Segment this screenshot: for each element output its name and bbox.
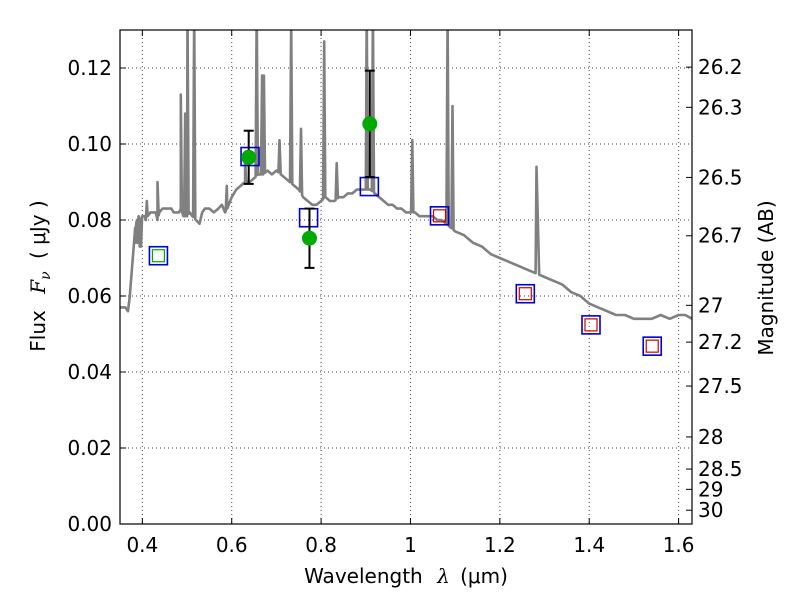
y-tick-label: 0.10 bbox=[67, 132, 112, 156]
measured-point bbox=[241, 149, 257, 165]
inner-box-red bbox=[645, 339, 659, 353]
y2-tick-label: 28 bbox=[698, 425, 723, 449]
ticks-layer: 0.4 0.6 0.8 1 1.2 1.4 1.6 0.00 0.02 0.04 0.06 0.08 0… bbox=[67, 30, 743, 557]
x-tick-label: 0.6 bbox=[216, 533, 248, 557]
y-axis-label: Flux Fν ( μJy ) bbox=[26, 200, 55, 351]
measured-point bbox=[301, 230, 317, 246]
y-tick-label: 0.04 bbox=[67, 360, 112, 384]
x-tick-label: 1.4 bbox=[573, 533, 605, 557]
y-tick-label: 0.06 bbox=[67, 284, 112, 308]
x-tick-label: 0.8 bbox=[305, 533, 337, 557]
x-axis-label: Wavelength λ (μm) bbox=[304, 564, 508, 588]
grid bbox=[120, 30, 692, 525]
inner-box-red bbox=[432, 209, 447, 223]
inner-box-green bbox=[151, 249, 166, 263]
points-layer bbox=[148, 69, 663, 356]
model-box bbox=[515, 283, 536, 304]
x-tick-label: 1 bbox=[404, 533, 417, 557]
y2-tick-label: 27.5 bbox=[698, 374, 743, 398]
model-box bbox=[581, 315, 601, 335]
y2-tick-label: 28.5 bbox=[698, 457, 743, 481]
y2-axis-label: Magnitude (AB) bbox=[754, 200, 778, 355]
inner-box-red bbox=[584, 318, 598, 332]
y-tick-label: 0.08 bbox=[67, 208, 112, 232]
x-tick-label: 0.4 bbox=[126, 533, 158, 557]
y-tick-label: 0.02 bbox=[67, 436, 112, 460]
model-box bbox=[240, 146, 260, 167]
measured-point bbox=[362, 116, 378, 132]
y-tick-label: 0.12 bbox=[67, 56, 112, 80]
x-tick-label: 1.6 bbox=[663, 533, 695, 557]
y2-tick-label: 26.5 bbox=[698, 165, 743, 189]
model-box bbox=[429, 206, 450, 226]
labels-layer: Wavelength λ (μm) Flux Fν ( μJy ) Magnit… bbox=[26, 200, 778, 588]
plot-frame bbox=[119, 29, 693, 525]
y2-tick-label: 27.2 bbox=[698, 330, 743, 354]
spectrum-line bbox=[120, 30, 692, 321]
y2-tick-label: 26.7 bbox=[698, 224, 743, 248]
y-tick-label: 0.00 bbox=[67, 512, 112, 536]
y2-tick-label: 27 bbox=[698, 293, 723, 317]
y2-tick-label: 26.3 bbox=[698, 95, 743, 119]
model-box bbox=[148, 245, 169, 266]
inner-box-red bbox=[518, 287, 532, 301]
model-box bbox=[642, 336, 663, 356]
y2-tick-label: 30 bbox=[698, 498, 723, 522]
y2-tick-label: 26.2 bbox=[698, 55, 743, 79]
x-tick-label: 1.2 bbox=[484, 533, 516, 557]
y2-tick-label: 29 bbox=[698, 477, 723, 501]
spectrum-layer bbox=[120, 30, 692, 321]
